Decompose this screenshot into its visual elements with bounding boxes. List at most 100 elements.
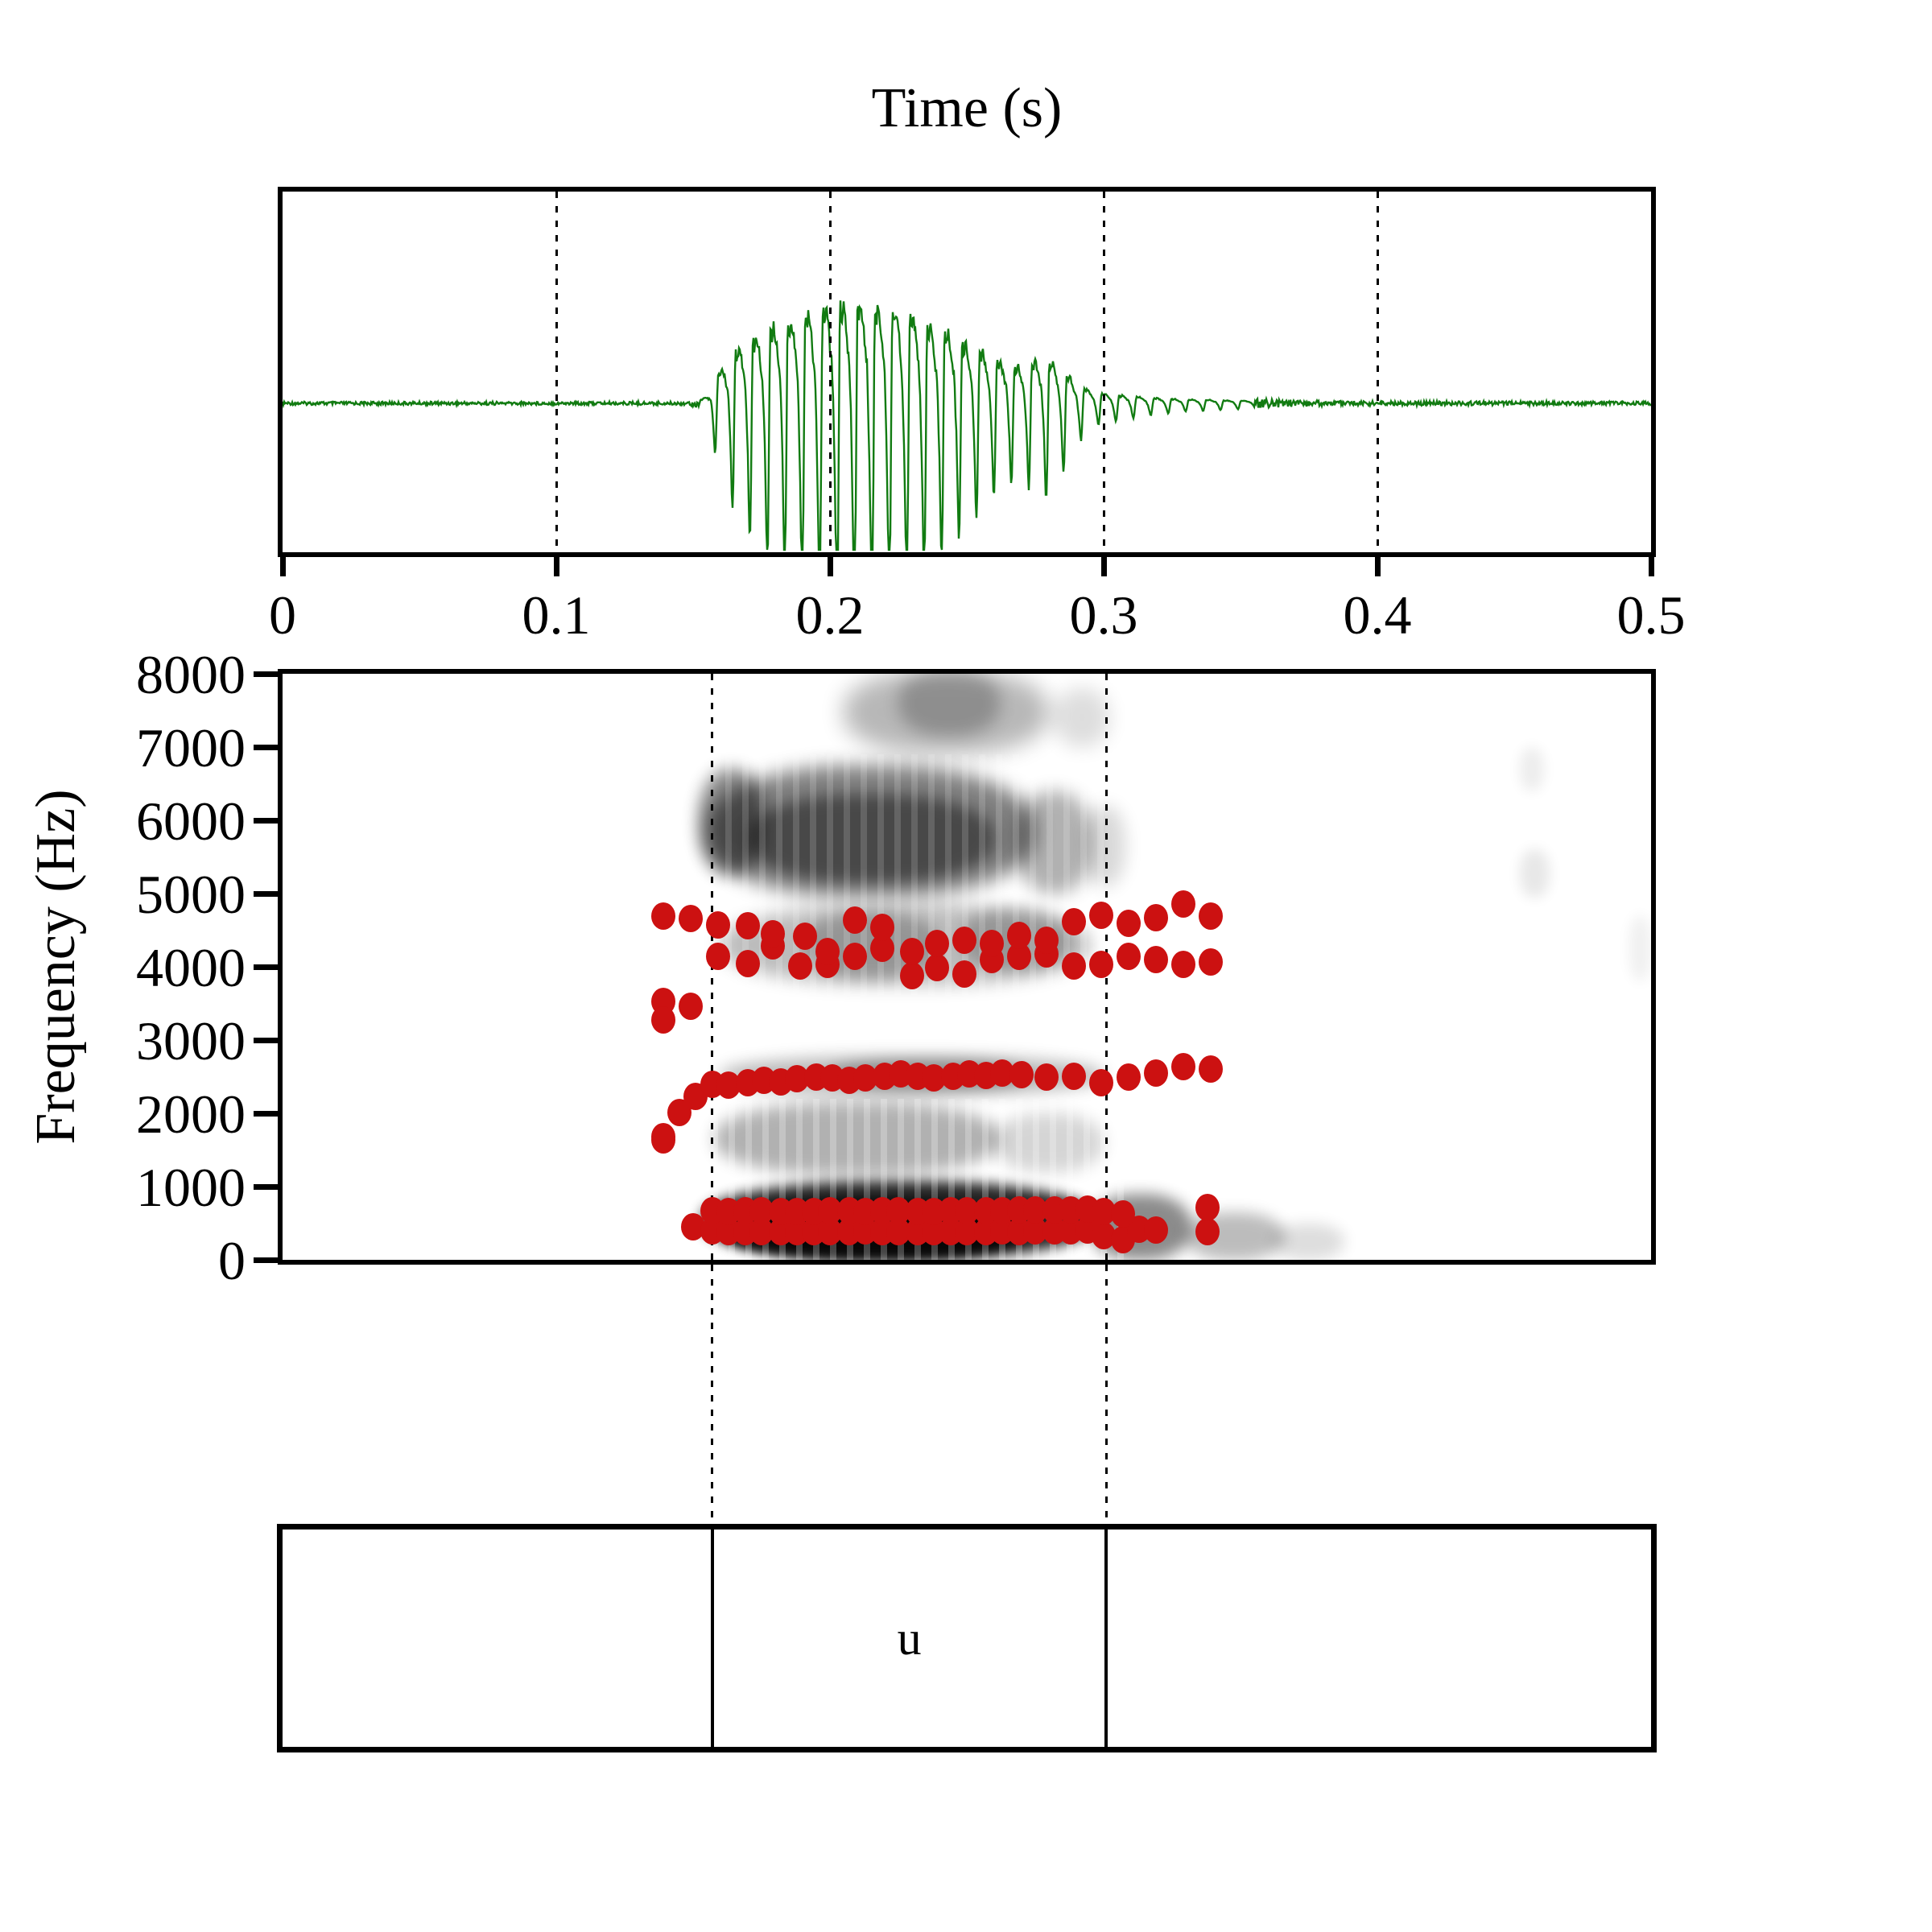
y-tick-label: 0 bbox=[218, 1230, 246, 1291]
formant-dot-f3 bbox=[1198, 1055, 1223, 1083]
spectrogram-energy-band bbox=[1629, 915, 1651, 982]
formant-dot-f5 bbox=[1006, 921, 1031, 949]
formant-dot-f5 bbox=[793, 922, 818, 950]
x-tick-label: 0.1 bbox=[522, 584, 591, 646]
formant-dot-f4 bbox=[736, 949, 760, 977]
formant-dot-f5 bbox=[1061, 907, 1086, 935]
formant-dot-f5 bbox=[760, 919, 785, 947]
spectrogram-energy-band bbox=[1519, 849, 1550, 898]
y-tick-label: 3000 bbox=[136, 1010, 246, 1071]
y-tick-label: 2000 bbox=[136, 1084, 246, 1145]
x-tick-label: 0.5 bbox=[1616, 584, 1686, 646]
waveform-gridline bbox=[555, 192, 558, 552]
formant-dot-f5 bbox=[705, 910, 730, 939]
waveform-panel bbox=[278, 187, 1656, 557]
y-tick bbox=[254, 890, 278, 897]
formant-dot-extra bbox=[650, 1005, 675, 1034]
interval-label: u bbox=[897, 1612, 922, 1665]
formant-dot-f3 bbox=[1170, 1052, 1195, 1080]
formant-dot-f4 bbox=[900, 961, 924, 989]
y-tick bbox=[254, 964, 278, 970]
formant-dot-f3 bbox=[1116, 1063, 1141, 1091]
y-tick bbox=[254, 1183, 278, 1190]
formant-dot-f3 bbox=[1088, 1068, 1113, 1096]
interval-boundary-extension bbox=[1104, 1265, 1108, 1525]
interval-boundary-extension bbox=[711, 1265, 714, 1525]
spectrogram-energy-band bbox=[898, 674, 1000, 737]
formant-dot-extra bbox=[678, 992, 703, 1020]
formant-dot-f5 bbox=[924, 929, 949, 957]
formant-dot-f4 bbox=[1116, 942, 1141, 970]
y-tick-label: 7000 bbox=[136, 717, 246, 778]
spectrogram-energy-band bbox=[1084, 805, 1126, 886]
waveform-gridline bbox=[1377, 192, 1379, 552]
formant-dot-f5 bbox=[1116, 909, 1141, 937]
formant-dot-f4 bbox=[1088, 950, 1113, 978]
textgrid-boundary bbox=[710, 1530, 714, 1747]
x-axis-title: Time (s) bbox=[871, 77, 1063, 139]
x-tick bbox=[553, 552, 559, 576]
spectrogram-energy-band bbox=[844, 674, 1049, 755]
formant-dot-f5 bbox=[900, 937, 924, 965]
x-tick-label: 0.2 bbox=[795, 584, 865, 646]
x-tick bbox=[279, 552, 286, 576]
y-tick-label: 8000 bbox=[136, 644, 246, 705]
formant-dot-f4 bbox=[1170, 950, 1195, 978]
textgrid-boundary bbox=[1104, 1530, 1108, 1747]
y-tick bbox=[254, 1037, 278, 1043]
formant-dot-f1 bbox=[1195, 1217, 1220, 1245]
waveform-gridline bbox=[1103, 192, 1105, 552]
formant-dot-f4 bbox=[1061, 952, 1086, 980]
textgrid-panel: u bbox=[277, 1524, 1657, 1752]
formant-dot-f4 bbox=[1198, 947, 1223, 976]
spectrogram-plot-area bbox=[283, 674, 1651, 1260]
formant-dot-f2 bbox=[1110, 1200, 1135, 1228]
y-tick-label: 1000 bbox=[136, 1157, 246, 1218]
waveform-gridline bbox=[829, 192, 832, 552]
formant-dot-f4 bbox=[842, 942, 867, 970]
y-tick bbox=[254, 671, 278, 677]
y-tick bbox=[254, 1257, 278, 1263]
x-tick bbox=[1100, 552, 1107, 576]
x-tick-label: 0.4 bbox=[1343, 584, 1412, 646]
waveform-plot-area bbox=[283, 192, 1651, 552]
x-tick bbox=[827, 552, 833, 576]
formant-dot-f3 bbox=[650, 1125, 675, 1154]
formant-dot-f5 bbox=[678, 904, 703, 932]
spectrogram-energy-band bbox=[715, 1102, 1000, 1176]
x-tick-label: 0.3 bbox=[1069, 584, 1138, 646]
formant-dot-f5 bbox=[1143, 903, 1168, 931]
formant-dot-f3 bbox=[1143, 1059, 1168, 1087]
spectrogram-panel bbox=[278, 669, 1656, 1265]
textgrid-tier: u bbox=[283, 1530, 1651, 1747]
formant-dot-f5 bbox=[1198, 902, 1223, 930]
formant-dot-f4 bbox=[952, 960, 976, 988]
y-tick-label: 4000 bbox=[136, 937, 246, 998]
spectrogram-energy-band bbox=[698, 769, 765, 876]
y-tick-label: 6000 bbox=[136, 791, 246, 852]
y-tick bbox=[254, 744, 278, 750]
spectrogram-energy-band bbox=[1054, 688, 1109, 747]
spectrogram-energy-band bbox=[1519, 747, 1545, 791]
formant-dot-f5 bbox=[1170, 890, 1195, 918]
formant-dot-f4 bbox=[787, 952, 812, 980]
x-tick bbox=[1374, 552, 1381, 576]
formant-dot-f4 bbox=[705, 942, 730, 970]
x-tick bbox=[1648, 552, 1654, 576]
y-tick-label: 5000 bbox=[136, 864, 246, 925]
formant-dot-f5 bbox=[1088, 901, 1113, 929]
formant-dot-f3 bbox=[1009, 1060, 1034, 1088]
formant-dot-f3 bbox=[1034, 1063, 1059, 1091]
x-tick-label: 0 bbox=[269, 584, 296, 646]
formant-dot-f3 bbox=[1061, 1062, 1086, 1090]
formant-dot-f5 bbox=[1034, 926, 1059, 954]
formant-dot-f5 bbox=[842, 906, 867, 934]
formant-dot-f5 bbox=[952, 926, 976, 954]
formant-dot-f4 bbox=[1143, 945, 1168, 973]
spectrogram-energy-band bbox=[994, 1113, 1104, 1172]
y-tick bbox=[254, 1110, 278, 1117]
formant-dot-f5 bbox=[650, 902, 675, 930]
spectrogram-energy-band bbox=[1273, 1223, 1345, 1260]
formant-dot-f5 bbox=[815, 937, 840, 965]
